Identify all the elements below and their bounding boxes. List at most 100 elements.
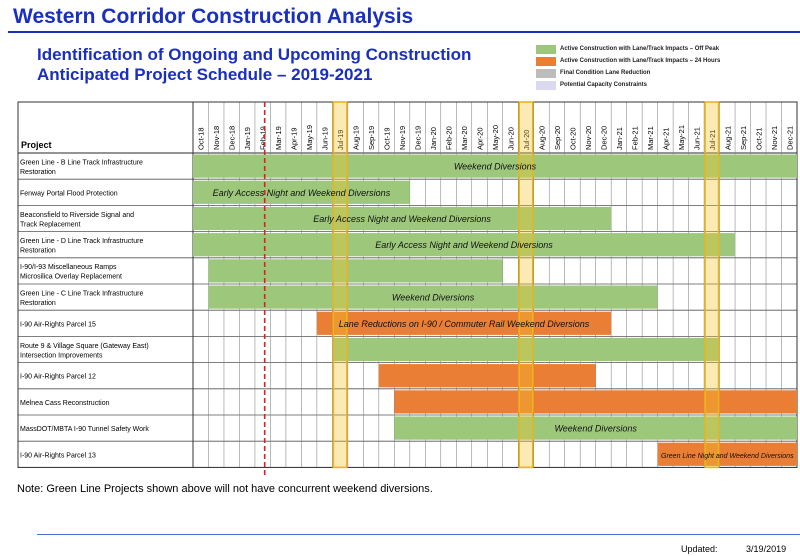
month-tick-label: Jun-20 (506, 127, 515, 150)
task-name: Route 9 & Village Square (Gateway East) (20, 343, 149, 350)
month-tick-label: Apr-21 (661, 127, 670, 150)
highlight-column (332, 101, 348, 469)
legend-label-24-hours: Active Construction with Lane/Track Impa… (560, 58, 721, 64)
gantt-chart: Project Oct-18 Nov-18 Dec-18 Jan-19 Feb-19 Mar… (17, 101, 798, 475)
task-bar-label: Weekend Diversions (554, 424, 637, 434)
page-title: Western Corridor Construction Analysis (13, 5, 414, 28)
task-name: Fenway Portal Flood Protection (20, 190, 118, 197)
task-bar (193, 206, 612, 231)
month-tick-label: Nov-19 (398, 126, 407, 150)
legend-item-24-hours: Active Construction with Lane/Track Impa… (536, 56, 766, 66)
task-bar (657, 442, 797, 466)
task-name: Green Line - C Line Track Infrastructure (20, 290, 143, 297)
task-name: Melnea Cass Reconstruction (20, 400, 110, 407)
legend-label-off-peak: Active Construction with Lane/Track Impa… (560, 46, 720, 52)
month-tick-label: Jan-21 (615, 127, 624, 150)
legend-swatch-lane-reduction (536, 68, 556, 78)
month-tick-label: Nov-18 (212, 126, 221, 150)
task-name: I-90 Air-Rights Parcel 13 (20, 452, 96, 459)
task-bar (378, 364, 596, 388)
task-name: I-90/I-93 Miscellaneous Ramps (20, 264, 117, 271)
updated-label: Updated: (681, 544, 718, 554)
task-bar-label: Green Line Night and Weekend Diversions (661, 453, 794, 460)
title-divider (8, 31, 800, 33)
task-bar (193, 180, 410, 204)
month-tick-label: Oct-20 (568, 127, 577, 150)
highlight-column (704, 101, 720, 469)
task-bar (332, 337, 720, 362)
month-tick-label: Feb-21 (630, 126, 639, 150)
footer-divider (37, 534, 800, 535)
task-bar (193, 233, 736, 257)
task-name: Beaconsfield to Riverside Signal and (20, 212, 134, 219)
month-tick-label: Feb-19 (259, 126, 268, 150)
legend-swatch-capacity (536, 80, 556, 90)
month-tick-label: May-20 (491, 125, 500, 150)
task-bar-label: Early Access Night and Weekend Diversion… (213, 188, 391, 198)
month-tick-label: Jun-19 (321, 127, 330, 150)
task-bar-label: Lane Reductions on I-90 / Commuter Rail … (339, 319, 590, 329)
month-tick-label: Oct-21 (754, 127, 763, 150)
month-tick-label: Oct-19 (383, 127, 392, 150)
month-tick-label: Nov-21 (770, 126, 779, 150)
task-bar-label: Weekend Diversions (454, 162, 537, 172)
legend: Active Construction with Lane/Track Impa… (536, 44, 766, 92)
updated-date: 3/19/2019 (746, 544, 787, 554)
month-tick-label: Jul-19 (336, 130, 345, 150)
chart-subtitle: Identification of Ongoing and Upcoming C… (37, 45, 471, 85)
legend-label-lane-reduction: Final Condition Lane Reduction (560, 70, 651, 76)
month-tick-label: Jun-21 (692, 127, 701, 150)
month-tick-label: Sep-21 (739, 126, 748, 150)
month-tick-label: May-19 (305, 125, 314, 150)
legend-label-capacity: Potential Capacity Constraints (560, 82, 648, 88)
subtitle-line-2: Anticipated Project Schedule – 2019-2021 (37, 65, 373, 84)
task-name: Green Line - D Line Track Infrastructure (20, 238, 143, 245)
highlight-column (518, 101, 534, 469)
task-bar-label: Early Access Night and Weekend Diversion… (313, 214, 491, 224)
task-name: Intersection Improvements (20, 352, 103, 359)
task-name: Microsilica Overlay Replacement (20, 274, 122, 281)
legend-item-lane-reduction: Final Condition Lane Reduction (536, 68, 766, 78)
month-tick-label: Feb-20 (445, 126, 454, 150)
month-tick-label: Dec-21 (785, 126, 794, 150)
subtitle-line-1: Identification of Ongoing and Upcoming C… (37, 45, 472, 64)
task-bar (394, 390, 797, 414)
task-bar (208, 259, 503, 283)
month-tick-label: Apr-20 (476, 127, 485, 150)
task-name: I-90 Air-Rights Parcel 15 (20, 321, 96, 328)
month-tick-label: Jan-19 (243, 127, 252, 150)
legend-item-capacity: Potential Capacity Constraints (536, 80, 766, 90)
month-tick-label: Mar-21 (646, 126, 655, 150)
month-tick-label: Sep-20 (553, 126, 562, 150)
month-tick-label: Mar-19 (274, 126, 283, 150)
task-name: Restoration (20, 300, 56, 307)
legend-swatch-off-peak (536, 44, 556, 54)
task-name: Green Line - B Line Track Infrastructure (20, 159, 143, 166)
month-tick-label: Aug-20 (537, 126, 546, 150)
updated-stamp: Updated: 3/19/2019 (681, 544, 786, 554)
task-bar (193, 154, 797, 178)
task-name: Restoration (20, 247, 56, 254)
legend-swatch-24-hours (536, 56, 556, 66)
task-bar (316, 311, 612, 335)
month-tick-label: Nov-20 (584, 126, 593, 150)
month-tick-label: Aug-19 (352, 126, 361, 150)
task-name: Track Replacement (20, 221, 80, 228)
table-border (17, 101, 798, 468)
month-tick-label: Jul-20 (522, 130, 531, 150)
month-tick-label: Dec-18 (228, 126, 237, 150)
task-bar-label: Early Access Night and Weekend Diversion… (375, 240, 553, 250)
month-tick-label: Oct-18 (197, 127, 206, 150)
legend-item-off-peak: Active Construction with Lane/Track Impa… (536, 44, 766, 54)
month-tick-label: Mar-20 (460, 126, 469, 150)
month-tick-label: Apr-19 (290, 127, 299, 150)
task-bar (394, 416, 797, 440)
month-tick-label: Sep-19 (367, 126, 376, 150)
footnote: Note: Green Line Projects shown above wi… (17, 483, 433, 495)
task-name: Restoration (20, 169, 56, 176)
month-tick-label: May-21 (677, 125, 686, 150)
month-tick-label: Aug-21 (723, 126, 732, 150)
month-tick-label: Dec-20 (599, 126, 608, 150)
row-header-label: Project (21, 140, 52, 150)
task-bar-label: Weekend Diversions (392, 293, 475, 303)
